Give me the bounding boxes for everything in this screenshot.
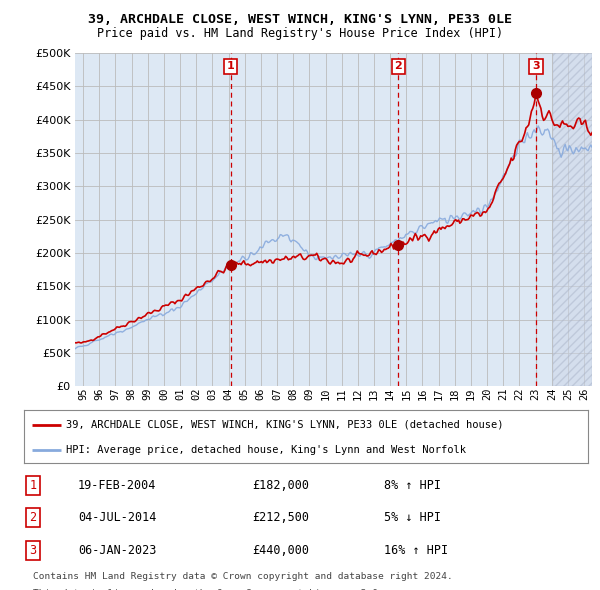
Text: 1: 1 xyxy=(227,61,235,71)
Text: 5% ↓ HPI: 5% ↓ HPI xyxy=(384,511,441,525)
Text: £182,000: £182,000 xyxy=(252,478,309,492)
Text: Contains HM Land Registry data © Crown copyright and database right 2024.: Contains HM Land Registry data © Crown c… xyxy=(33,572,453,581)
Text: HPI: Average price, detached house, King's Lynn and West Norfolk: HPI: Average price, detached house, King… xyxy=(66,445,466,455)
Text: 8% ↑ HPI: 8% ↑ HPI xyxy=(384,478,441,492)
Text: £440,000: £440,000 xyxy=(252,543,309,557)
Text: 39, ARCHDALE CLOSE, WEST WINCH, KING'S LYNN, PE33 0LE (detached house): 39, ARCHDALE CLOSE, WEST WINCH, KING'S L… xyxy=(66,420,504,430)
Text: 39, ARCHDALE CLOSE, WEST WINCH, KING'S LYNN, PE33 0LE: 39, ARCHDALE CLOSE, WEST WINCH, KING'S L… xyxy=(88,13,512,26)
Text: 1: 1 xyxy=(29,478,37,492)
Text: 2: 2 xyxy=(394,61,402,71)
Text: £212,500: £212,500 xyxy=(252,511,309,525)
Text: Price paid vs. HM Land Registry's House Price Index (HPI): Price paid vs. HM Land Registry's House … xyxy=(97,27,503,40)
Text: 19-FEB-2004: 19-FEB-2004 xyxy=(78,478,157,492)
Text: 04-JUL-2014: 04-JUL-2014 xyxy=(78,511,157,525)
Text: 16% ↑ HPI: 16% ↑ HPI xyxy=(384,543,448,557)
Text: 06-JAN-2023: 06-JAN-2023 xyxy=(78,543,157,557)
Bar xyxy=(553,53,592,386)
Text: 3: 3 xyxy=(29,543,37,557)
Text: This data is licensed under the Open Government Licence v3.0.: This data is licensed under the Open Gov… xyxy=(33,589,384,590)
Text: 3: 3 xyxy=(532,61,540,71)
Text: 2: 2 xyxy=(29,511,37,525)
